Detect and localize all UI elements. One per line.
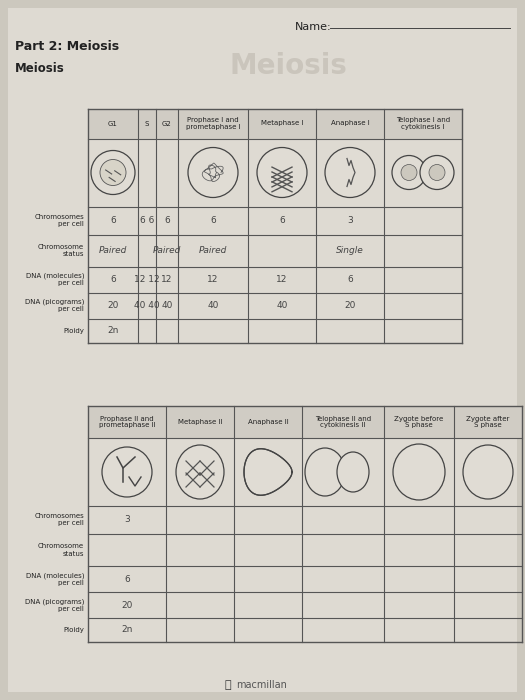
Ellipse shape	[429, 164, 445, 181]
Bar	[302, 406, 384, 438]
Text: 2n: 2n	[121, 626, 133, 634]
Ellipse shape	[420, 155, 454, 190]
Text: DNA (molecules)
per cell: DNA (molecules) per cell	[26, 273, 84, 286]
Ellipse shape	[257, 148, 307, 197]
Text: 40: 40	[207, 301, 219, 310]
Text: 6: 6	[110, 216, 116, 225]
Bar	[384, 108, 462, 139]
Ellipse shape	[102, 447, 152, 497]
Bar	[178, 108, 248, 139]
Text: Metaphase I: Metaphase I	[261, 120, 303, 127]
Text: Zygote after
S phase: Zygote after S phase	[466, 416, 510, 428]
Text: 3: 3	[124, 515, 130, 524]
Text: 6 6: 6 6	[140, 216, 154, 225]
Text: Chromosome
status: Chromosome status	[38, 244, 84, 257]
Text: 12 12: 12 12	[134, 275, 160, 284]
Text: DNA (molecules)
per cell: DNA (molecules) per cell	[26, 573, 84, 586]
Text: 6: 6	[124, 575, 130, 584]
Ellipse shape	[188, 148, 238, 197]
Text: 40: 40	[161, 301, 173, 310]
Bar	[156, 108, 178, 139]
Text: Single: Single	[336, 246, 364, 255]
Bar	[234, 406, 302, 438]
Text: Ⓜ: Ⓜ	[225, 680, 232, 690]
Text: Paired: Paired	[153, 246, 181, 255]
Bar	[166, 406, 234, 438]
Bar	[138, 108, 156, 139]
Text: 6: 6	[279, 216, 285, 225]
Text: Chromosomes
per cell: Chromosomes per cell	[34, 214, 84, 227]
Text: 20: 20	[107, 301, 119, 310]
Text: Ploidy: Ploidy	[63, 627, 84, 633]
Text: Chromosome
status: Chromosome status	[38, 543, 84, 556]
Bar	[88, 108, 138, 139]
Ellipse shape	[176, 445, 224, 499]
Text: G1: G1	[108, 120, 118, 127]
Text: DNA (picograms)
per cell: DNA (picograms) per cell	[25, 598, 84, 612]
Text: S: S	[145, 120, 149, 127]
Text: 12: 12	[276, 275, 288, 284]
Text: 12: 12	[207, 275, 219, 284]
Text: DNA (picograms)
per cell: DNA (picograms) per cell	[25, 299, 84, 312]
Text: 6: 6	[210, 216, 216, 225]
Text: 2n: 2n	[107, 326, 119, 335]
Text: Metaphase II: Metaphase II	[178, 419, 222, 425]
Text: Paired: Paired	[199, 246, 227, 255]
Ellipse shape	[91, 150, 135, 195]
Text: Prophase II and
prometaphase II: Prophase II and prometaphase II	[99, 416, 155, 428]
Ellipse shape	[401, 164, 417, 181]
Text: 6: 6	[347, 275, 353, 284]
Polygon shape	[244, 449, 292, 496]
Bar	[454, 406, 522, 438]
Ellipse shape	[463, 445, 513, 499]
Text: Telophase I and
cytokinesis I: Telophase I and cytokinesis I	[396, 117, 450, 130]
Bar	[248, 108, 316, 139]
Ellipse shape	[305, 448, 345, 496]
Text: 6: 6	[164, 216, 170, 225]
Bar	[384, 406, 454, 438]
Ellipse shape	[337, 452, 369, 492]
Text: Anaphase II: Anaphase II	[248, 419, 288, 425]
Text: Name:: Name:	[295, 22, 332, 32]
Text: 12: 12	[161, 275, 173, 284]
Text: Chromosomes
per cell: Chromosomes per cell	[34, 514, 84, 526]
Text: Anaphase I: Anaphase I	[331, 120, 370, 127]
Text: 40: 40	[276, 301, 288, 310]
Text: G2: G2	[162, 120, 172, 127]
Text: 20: 20	[121, 601, 133, 610]
Text: Paired: Paired	[99, 246, 127, 255]
Text: Meiosis: Meiosis	[15, 62, 65, 75]
Ellipse shape	[393, 444, 445, 500]
Text: Prophase I and
prometaphase I: Prophase I and prometaphase I	[186, 117, 240, 130]
Ellipse shape	[100, 160, 126, 186]
Text: macmillan: macmillan	[237, 680, 288, 690]
Text: Part 2: Meiosis: Part 2: Meiosis	[15, 40, 119, 53]
Text: 6: 6	[110, 275, 116, 284]
Text: 40 40: 40 40	[134, 301, 160, 310]
Ellipse shape	[325, 148, 375, 197]
Text: Meiosis: Meiosis	[230, 52, 348, 80]
Text: 3: 3	[347, 216, 353, 225]
Ellipse shape	[392, 155, 426, 190]
Text: 20: 20	[344, 301, 356, 310]
Bar	[316, 108, 384, 139]
Bar	[88, 406, 166, 438]
Text: Ploidy: Ploidy	[63, 328, 84, 333]
Text: Telophase II and
cytokinesis II: Telophase II and cytokinesis II	[315, 416, 371, 428]
Text: Zygote before
S phase: Zygote before S phase	[394, 416, 444, 428]
